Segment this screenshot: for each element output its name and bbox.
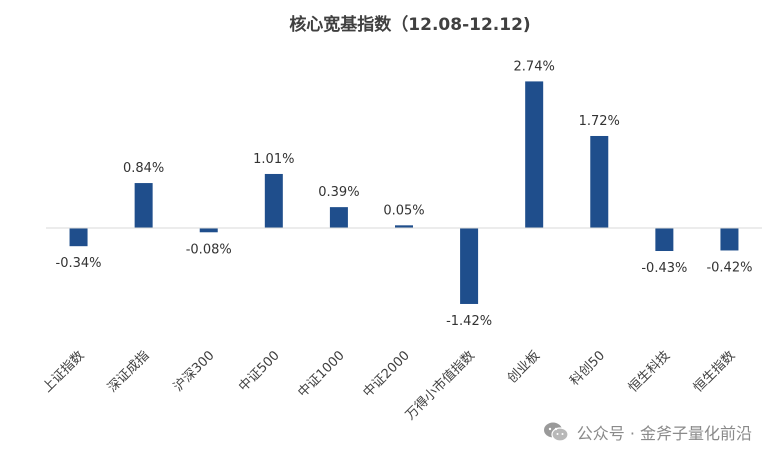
data-label-1: 0.84% [123, 161, 164, 176]
bar-0 [69, 228, 88, 247]
tick-label-3: 中证500 [236, 348, 283, 395]
wechat-icon [543, 422, 569, 442]
data-label-6: -1.42% [446, 314, 492, 329]
data-label-2: -0.08% [186, 242, 232, 257]
bar-10 [720, 228, 739, 251]
watermark: 公众号 · 金斧子量化前沿 [543, 420, 752, 444]
data-label-8: 1.72% [579, 114, 620, 129]
bar-3 [264, 173, 283, 228]
data-label-5: 0.05% [383, 203, 424, 218]
tick-label-2: 沪深300 [170, 348, 217, 395]
bar-5 [395, 225, 413, 228]
bar-8 [590, 135, 609, 228]
data-label-10: -0.42% [706, 260, 752, 275]
tick-label-10: 恒生指数 [691, 348, 738, 395]
bar-7 [525, 81, 544, 228]
data-label-3: 1.01% [253, 152, 294, 167]
data-label-0: -0.34% [56, 256, 102, 271]
bar-2 [199, 228, 218, 233]
data-label-4: 0.39% [318, 185, 359, 200]
bar-9 [655, 228, 674, 252]
tick-label-6: 万得小市值指数 [402, 348, 478, 424]
chart-title: 核心宽基指数（12.08-12.12) [289, 14, 530, 35]
tick-label-0: 上证指数 [40, 348, 87, 395]
tick-label-8: 科创50 [567, 348, 608, 389]
tick-label-5: 中证2000 [360, 348, 412, 400]
bar-1 [134, 183, 153, 228]
tick-label-7: 创业板 [505, 348, 543, 386]
tick-label-1: 深证成指 [105, 348, 152, 395]
bars-group [69, 81, 739, 304]
watermark-text: 公众号 · 金斧子量化前沿 [576, 424, 752, 443]
bar-4 [329, 207, 348, 228]
data-labels-group: -0.34% 0.84% -0.08% 1.01% 0.39% 0.05% -1.42% 2.… [56, 59, 753, 329]
data-label-7: 2.74% [514, 59, 555, 74]
bar-6 [460, 228, 479, 304]
tick-label-4: 中证1000 [295, 348, 347, 400]
tick-label-9: 恒生科技 [626, 348, 673, 395]
data-label-9: -0.43% [641, 261, 687, 276]
